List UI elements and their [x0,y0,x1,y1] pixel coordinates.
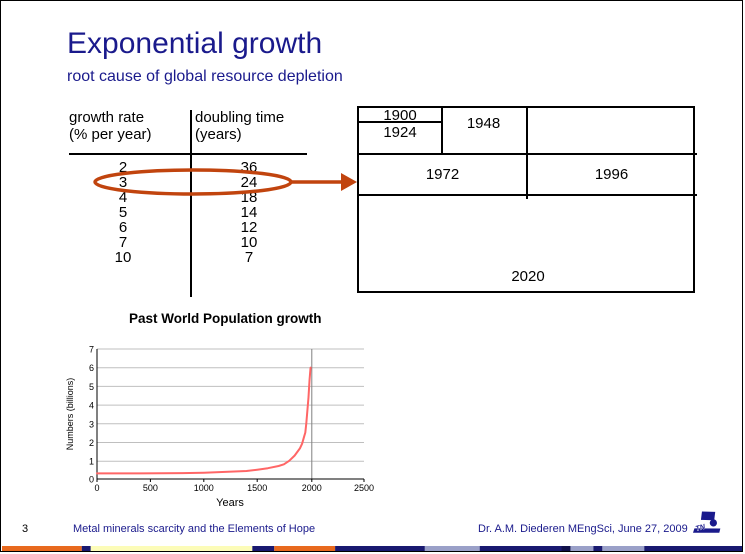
svg-text:2000: 2000 [302,483,322,493]
svg-text:2: 2 [89,438,94,448]
svg-text:0: 0 [94,483,99,493]
svg-text:500: 500 [143,483,158,493]
svg-text:0: 0 [89,475,94,485]
svg-text:1000: 1000 [194,483,214,493]
svg-text:1500: 1500 [247,483,267,493]
svg-text:1: 1 [89,457,94,467]
svg-text:4: 4 [89,401,94,411]
svg-text:Years: Years [216,497,244,509]
svg-text:2500: 2500 [354,483,374,493]
svg-text:Numbers (billions): Numbers (billions) [65,378,75,451]
svg-text:3: 3 [89,419,94,429]
svg-text:7: 7 [89,346,94,355]
svg-text:5: 5 [89,382,94,392]
svg-text:6: 6 [89,363,94,373]
